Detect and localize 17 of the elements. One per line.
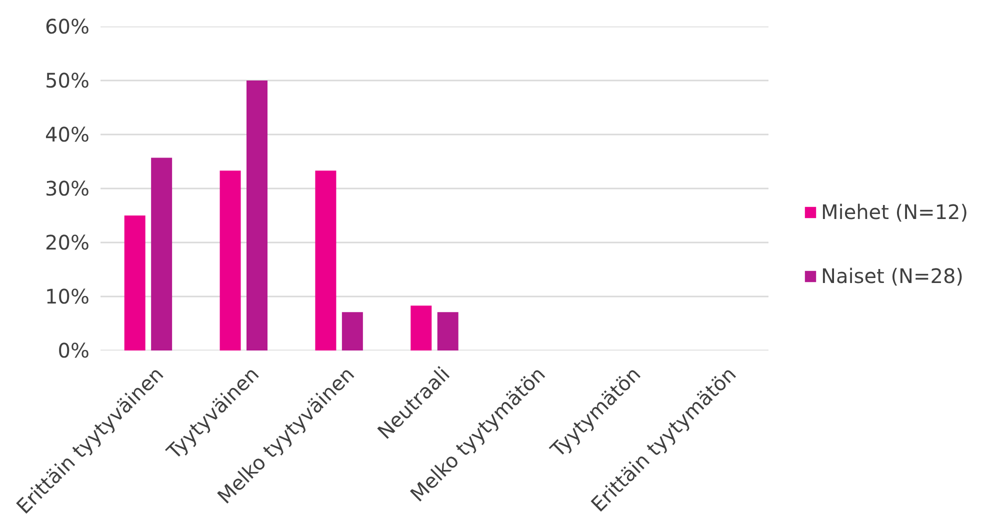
bar (124, 216, 146, 350)
y-tick-label: 10% (45, 284, 90, 308)
legend-label: Naiset (N=28) (821, 264, 964, 288)
legend-label: Miehet (N=12) (821, 200, 968, 224)
bar (342, 312, 363, 350)
y-tick-label: 40% (45, 122, 90, 146)
y-tick-label: 50% (45, 68, 90, 92)
y-tick-label: 60% (45, 14, 90, 38)
bar (410, 306, 432, 350)
y-tick-label: 30% (45, 176, 90, 200)
bar (437, 312, 458, 350)
y-tick-label: 20% (45, 230, 90, 254)
y-tick-label: 0% (58, 338, 90, 362)
bar (151, 158, 172, 350)
bar (246, 80, 268, 350)
bar (220, 170, 241, 350)
bar (315, 170, 336, 350)
